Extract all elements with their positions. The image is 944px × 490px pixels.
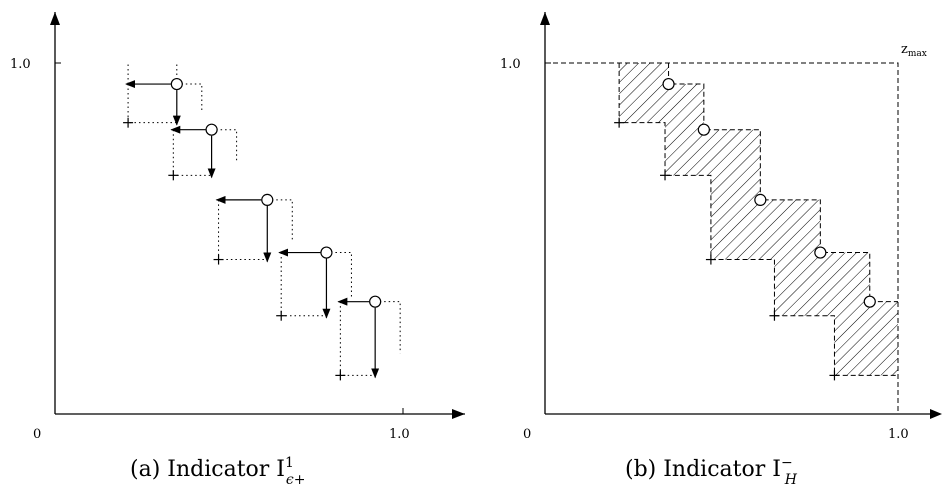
hatched-region-b bbox=[619, 63, 898, 376]
dotted-box bbox=[280, 252, 327, 317]
y-axis-arrow-b bbox=[540, 12, 550, 25]
dotted-boxes-a bbox=[127, 63, 401, 376]
plus-marker bbox=[213, 254, 224, 265]
circle-marker bbox=[662, 77, 675, 91]
plus-marker bbox=[276, 310, 287, 321]
plus-marker bbox=[168, 170, 179, 181]
plus-marker bbox=[705, 254, 716, 265]
x-tick-label-a: 1.0 bbox=[389, 427, 410, 442]
dotted-box bbox=[172, 129, 212, 176]
plus-marker bbox=[614, 117, 625, 128]
dotted-extension bbox=[326, 252, 352, 297]
circle-marker bbox=[320, 246, 333, 259]
circle-marker bbox=[697, 123, 710, 136]
x-tick-label-b: 1.0 bbox=[888, 427, 909, 442]
x-axis-arrow-b bbox=[930, 409, 942, 419]
dotted-extension bbox=[375, 301, 401, 354]
plus-marker bbox=[829, 370, 840, 381]
circle-marker bbox=[863, 295, 876, 308]
panel-a: 0 1.0 1.0 (a) Indicator I1 ϵ+ bbox=[10, 12, 465, 488]
caption-b: (b) Indicator I− H bbox=[625, 455, 798, 488]
dotted-box bbox=[127, 84, 177, 124]
y-tick-label-b: 1.0 bbox=[500, 57, 521, 72]
plus-marker bbox=[660, 170, 671, 181]
arrows-a bbox=[125, 80, 380, 379]
origin-label-b: 0 bbox=[523, 427, 531, 442]
circle-marker bbox=[754, 193, 767, 206]
hatched-area bbox=[619, 63, 898, 376]
caption-a: (a) Indicator I1 ϵ+ bbox=[130, 455, 305, 488]
plus-marker bbox=[335, 370, 346, 381]
circle-marker bbox=[369, 295, 382, 308]
circle-marker bbox=[814, 246, 827, 259]
y-tick-label-a: 1.0 bbox=[10, 57, 31, 72]
circle-markers-a bbox=[170, 77, 382, 308]
circle-marker bbox=[170, 77, 183, 91]
zmax-box-dashed bbox=[545, 62, 899, 414]
plus-marker bbox=[769, 310, 780, 321]
plus-markers-a bbox=[123, 117, 346, 381]
plus-marker bbox=[123, 117, 134, 128]
origin-label-a: 0 bbox=[33, 427, 41, 442]
circle-markers-b bbox=[662, 77, 876, 308]
dotted-box bbox=[218, 199, 268, 261]
circle-marker bbox=[261, 193, 274, 206]
panel-b: 0 1.0 1.0 zmax (b) Indicator I− H bbox=[500, 12, 942, 488]
x-axis-arrow-a bbox=[452, 409, 465, 419]
circle-marker bbox=[205, 123, 218, 136]
zmax-label: zmax bbox=[901, 42, 927, 59]
dotted-box bbox=[339, 301, 376, 376]
y-axis-arrow-a bbox=[50, 12, 60, 25]
dotted-extension bbox=[211, 129, 238, 162]
plus-markers-b bbox=[614, 117, 840, 381]
dotted-extension bbox=[267, 199, 293, 242]
